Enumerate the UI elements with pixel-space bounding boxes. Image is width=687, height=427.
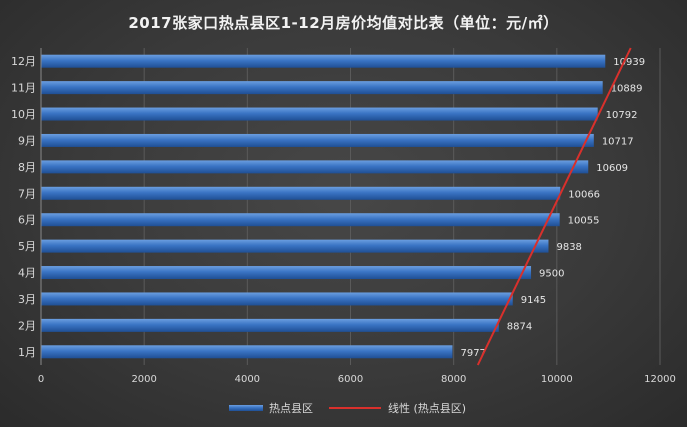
y-tick-label: 1月 <box>18 346 36 359</box>
y-tick-label: 10月 <box>11 108 36 121</box>
trendline <box>476 47 632 366</box>
data-labels: 7977 8874 9145 9500 9838 10055 10066 10609 10717… <box>460 57 645 359</box>
data-label: 10717 <box>602 136 634 147</box>
data-label: 9500 <box>539 269 564 280</box>
x-tick-label: 0 <box>38 374 44 385</box>
legend-label-trend: 线性 (热点县区) <box>388 401 466 415</box>
data-label: 10889 <box>611 84 643 95</box>
legend-swatch-bar <box>229 405 263 411</box>
x-tick-label: 10000 <box>541 374 573 385</box>
y-tick-label: 3月 <box>18 293 36 306</box>
x-tick-label: 6000 <box>338 374 363 385</box>
data-label: 10066 <box>568 189 600 200</box>
legend-label-series: 热点县区 <box>269 402 313 415</box>
y-tick-label: 4月 <box>18 267 36 280</box>
chart-title: 2017张家口热点县区1-12月房价均值对比表（单位：元/㎡） <box>128 14 559 32</box>
bar <box>41 186 561 200</box>
y-tick-label: 5月 <box>18 240 36 253</box>
data-label: 10609 <box>596 163 628 174</box>
bar <box>41 160 589 174</box>
y-tick-label: 11月 <box>11 82 36 95</box>
y-tick-label: 8月 <box>18 161 36 174</box>
y-tick-label: 12月 <box>11 55 36 68</box>
gridlines <box>40 48 661 365</box>
x-tick-label: 12000 <box>644 374 676 385</box>
bar <box>41 345 453 359</box>
bar <box>41 213 560 227</box>
y-tick-label: 9月 <box>18 134 36 147</box>
bar <box>41 292 513 306</box>
bar <box>41 239 549 253</box>
bar <box>41 266 532 280</box>
legend: 热点县区 线性 (热点县区) <box>229 401 466 415</box>
data-label: 8874 <box>507 321 532 332</box>
x-tick-label: 8000 <box>441 374 466 385</box>
y-tick-label: 7月 <box>18 187 36 200</box>
data-label: 10792 <box>606 110 638 121</box>
data-label: 7977 <box>460 348 485 359</box>
y-tick-label: 2月 <box>18 319 36 332</box>
bar <box>41 318 499 332</box>
data-label: 9145 <box>521 295 546 306</box>
data-label: 10939 <box>613 57 645 68</box>
axes: 0 2000 4000 6000 8000 10000 12000 1月 2月 3月 4月 5月 6月 7… <box>11 48 676 385</box>
y-tick-label: 6月 <box>18 214 36 227</box>
bar <box>41 54 606 68</box>
x-tick-label: 2000 <box>131 374 156 385</box>
bar <box>41 133 594 147</box>
bar <box>41 107 598 121</box>
bar <box>41 81 603 95</box>
trendline-line <box>476 47 632 366</box>
bars <box>41 54 606 359</box>
data-label: 9838 <box>556 242 581 253</box>
data-label: 10055 <box>568 216 600 227</box>
x-tick-label: 4000 <box>235 374 260 385</box>
